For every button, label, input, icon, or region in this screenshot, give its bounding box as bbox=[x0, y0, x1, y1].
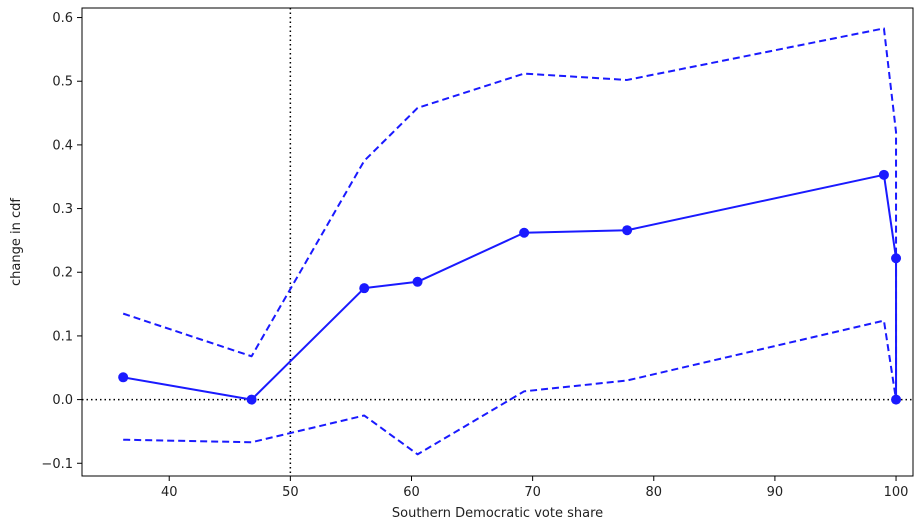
y-tick-label: 0.5 bbox=[52, 75, 73, 90]
plot-marks bbox=[82, 8, 913, 476]
data-point-1-5 bbox=[519, 227, 530, 238]
series-line-2 bbox=[122, 27, 898, 400]
data-point-1-2 bbox=[246, 394, 257, 405]
y-tick-label: 0.4 bbox=[52, 138, 73, 153]
y-tick-label: 0.0 bbox=[52, 393, 73, 408]
series-line-1 bbox=[123, 173, 898, 401]
y-tick-label: 0.6 bbox=[52, 11, 73, 26]
x-tick-label: 80 bbox=[645, 485, 662, 500]
x-tick-label: 40 bbox=[161, 485, 178, 500]
data-point-1-1 bbox=[118, 372, 129, 383]
series-line-3 bbox=[123, 319, 898, 456]
y-tick-label: −0.1 bbox=[41, 457, 73, 472]
data-point-1-6 bbox=[622, 225, 633, 236]
x-tick-label: 70 bbox=[524, 485, 541, 500]
x-tick-label: 90 bbox=[767, 485, 784, 500]
data-point-1-7 bbox=[878, 169, 889, 180]
plot-frame bbox=[81, 7, 914, 477]
data-point-1-3 bbox=[359, 283, 370, 294]
y-tick-label: 0.2 bbox=[52, 266, 73, 281]
x-tick-label: 60 bbox=[403, 485, 420, 500]
data-point-1-8 bbox=[891, 253, 902, 264]
y-tick-label: 0.1 bbox=[52, 329, 73, 344]
axes: 40 50 60 70 80 90 100 −0.1 0.0 0.1 0.2 0.3 0.4 0.5 0.6 bbox=[41, 7, 914, 500]
x-axis-label: Southern Democratic vote share bbox=[392, 506, 603, 521]
x-tick-label: 100 bbox=[884, 485, 909, 500]
data-point-1-9 bbox=[891, 394, 902, 405]
y-tick-label: 0.3 bbox=[52, 202, 73, 217]
data-point-1-4 bbox=[412, 276, 423, 287]
y-axis-label: change in cdf bbox=[9, 198, 24, 286]
x-tick-label: 50 bbox=[282, 485, 299, 500]
